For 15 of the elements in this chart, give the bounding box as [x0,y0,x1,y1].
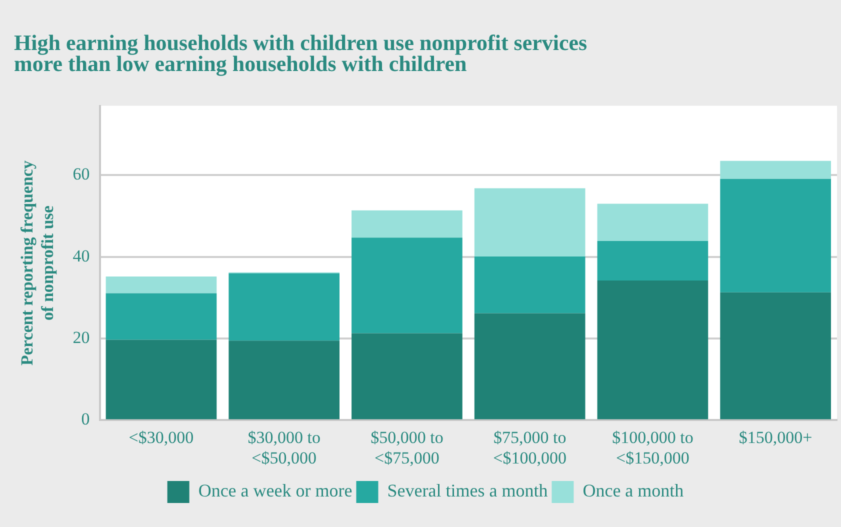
legend-label: Once a month [582,480,684,501]
x-tick-label: <$30,000 [128,428,194,447]
y-tick-label: 40 [72,246,90,266]
x-tick-label: $30,000 to <$50,000 [248,428,320,468]
legend-label: Several times a month [387,480,548,501]
y-tick-label: 20 [72,328,90,348]
x-tick-label: $75,000 to <$100,000 [493,428,567,468]
x-tick-label: $50,000 to <$75,000 [370,428,444,468]
y-tick-label: 0 [81,410,90,429]
x-tick-label: $100,000 to <$150,000 [612,428,694,468]
x-tick-label: $150,000+ [738,428,812,447]
y-tick-label: 60 [72,164,90,184]
y-axis-title: Percent reporting frequency of nonprofit use [18,160,57,366]
chart-title: High earning households with children use nonprofit services more than low earning households with children [14,30,588,76]
legend-label: Once a week or more [198,480,352,501]
